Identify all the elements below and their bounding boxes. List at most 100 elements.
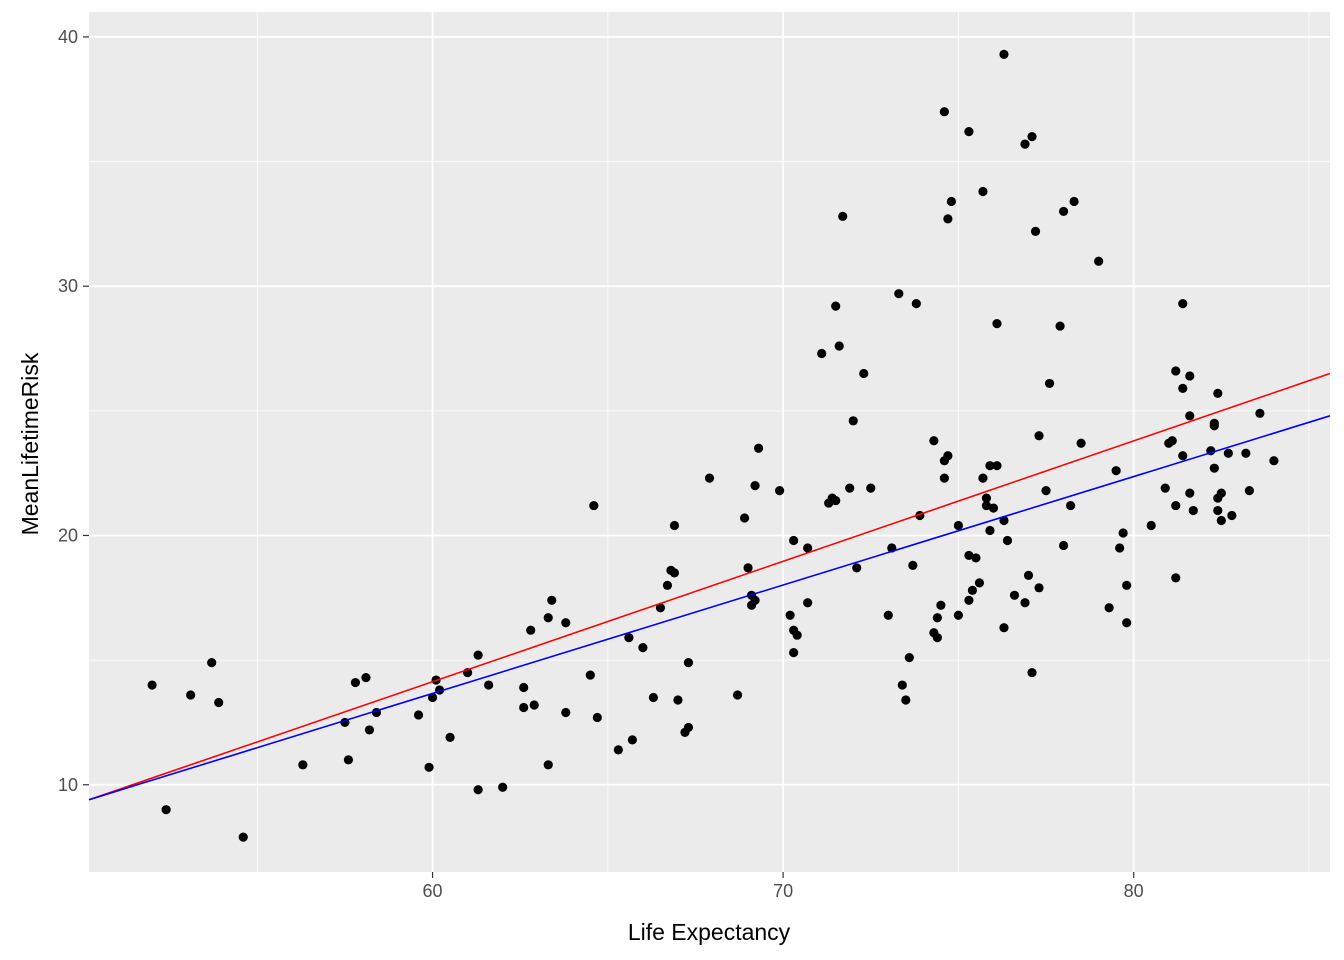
data-point <box>1023 570 1034 580</box>
data-point <box>1178 383 1188 394</box>
data-point <box>1111 466 1121 476</box>
data-point <box>589 500 599 511</box>
data-point <box>1255 408 1265 418</box>
trend-line-blue <box>88 415 1331 801</box>
data-point <box>1209 418 1219 428</box>
data-point <box>669 520 680 531</box>
data-point <box>1020 598 1030 608</box>
data-point <box>999 49 1009 59</box>
data-point <box>1244 486 1254 496</box>
data-point <box>704 473 715 483</box>
data-point <box>343 755 354 765</box>
data-point <box>911 299 921 309</box>
data-point <box>789 535 799 546</box>
data-point <box>1118 528 1128 538</box>
data-point <box>350 677 361 688</box>
data-point <box>1227 510 1237 521</box>
data-point <box>519 702 529 713</box>
data-point <box>214 697 224 708</box>
data-point <box>1216 488 1226 498</box>
data-point <box>1058 206 1069 217</box>
data-point <box>1055 321 1065 331</box>
data-point <box>964 595 974 605</box>
data-point <box>613 745 623 755</box>
data-point <box>992 461 1002 471</box>
data-point <box>1171 573 1181 583</box>
data-point <box>739 513 750 523</box>
data-point <box>1185 411 1195 421</box>
data-point <box>908 560 918 570</box>
data-point <box>1178 299 1188 309</box>
y-axis-title: MeanLifetimeRisk <box>17 352 43 535</box>
data-point <box>999 623 1009 633</box>
data-point <box>992 318 1002 329</box>
x-tick-label: 80 <box>1124 881 1144 901</box>
data-point <box>943 214 953 224</box>
data-point <box>526 625 536 635</box>
data-point <box>785 610 795 620</box>
data-point <box>1034 583 1044 593</box>
data-point <box>147 680 157 690</box>
data-point <box>1009 590 1020 600</box>
data-point <box>1041 486 1051 496</box>
data-point <box>473 650 483 660</box>
data-point <box>413 710 424 720</box>
x-tick-label: 70 <box>773 881 793 901</box>
data-point <box>298 760 308 770</box>
data-point <box>543 613 553 623</box>
data-point <box>238 832 248 842</box>
data-point <box>953 610 964 620</box>
data-point <box>1104 603 1114 613</box>
data-point <box>845 483 855 493</box>
data-point <box>978 186 988 197</box>
data-point <box>1027 667 1037 678</box>
data-point <box>683 658 694 668</box>
data-point <box>981 500 992 511</box>
data-point <box>361 672 371 683</box>
data-point <box>648 692 659 703</box>
data-point <box>985 461 995 471</box>
data-point <box>1188 505 1198 516</box>
data-point <box>1122 618 1132 628</box>
data-point <box>1216 515 1226 526</box>
data-point <box>1027 132 1037 142</box>
data-point <box>592 712 602 723</box>
data-point <box>939 107 949 117</box>
data-point <box>750 595 760 605</box>
data-point <box>1213 505 1223 516</box>
data-point <box>1146 520 1156 531</box>
data-point <box>427 692 438 703</box>
data-point <box>624 633 634 643</box>
data-point <box>683 722 694 733</box>
data-point <box>1160 483 1170 493</box>
data-point <box>971 553 981 563</box>
data-point <box>838 211 848 222</box>
data-point <box>743 563 753 573</box>
data-point <box>1020 139 1030 149</box>
y-axis: 10 20 30 40 <box>58 27 89 795</box>
data-point <box>498 782 508 792</box>
data-point <box>834 341 844 351</box>
data-point <box>1115 543 1125 553</box>
data-point <box>967 585 978 595</box>
data-point <box>789 648 799 658</box>
data-point <box>859 368 869 379</box>
data-point <box>1209 463 1219 473</box>
data-point <box>585 670 595 680</box>
data-point <box>561 707 571 718</box>
y-tick-label: 30 <box>58 276 78 296</box>
data-point <box>932 613 942 623</box>
data-point <box>981 493 992 503</box>
data-point <box>186 690 196 700</box>
data-point <box>669 568 680 578</box>
data-point <box>473 785 483 795</box>
data-point <box>1002 535 1013 546</box>
data-point <box>750 481 760 491</box>
data-point <box>1094 256 1104 266</box>
minor-gridlines <box>89 12 1330 872</box>
data-point <box>897 680 907 690</box>
data-point <box>988 503 999 513</box>
data-points <box>147 49 1279 842</box>
data-point <box>866 483 876 493</box>
